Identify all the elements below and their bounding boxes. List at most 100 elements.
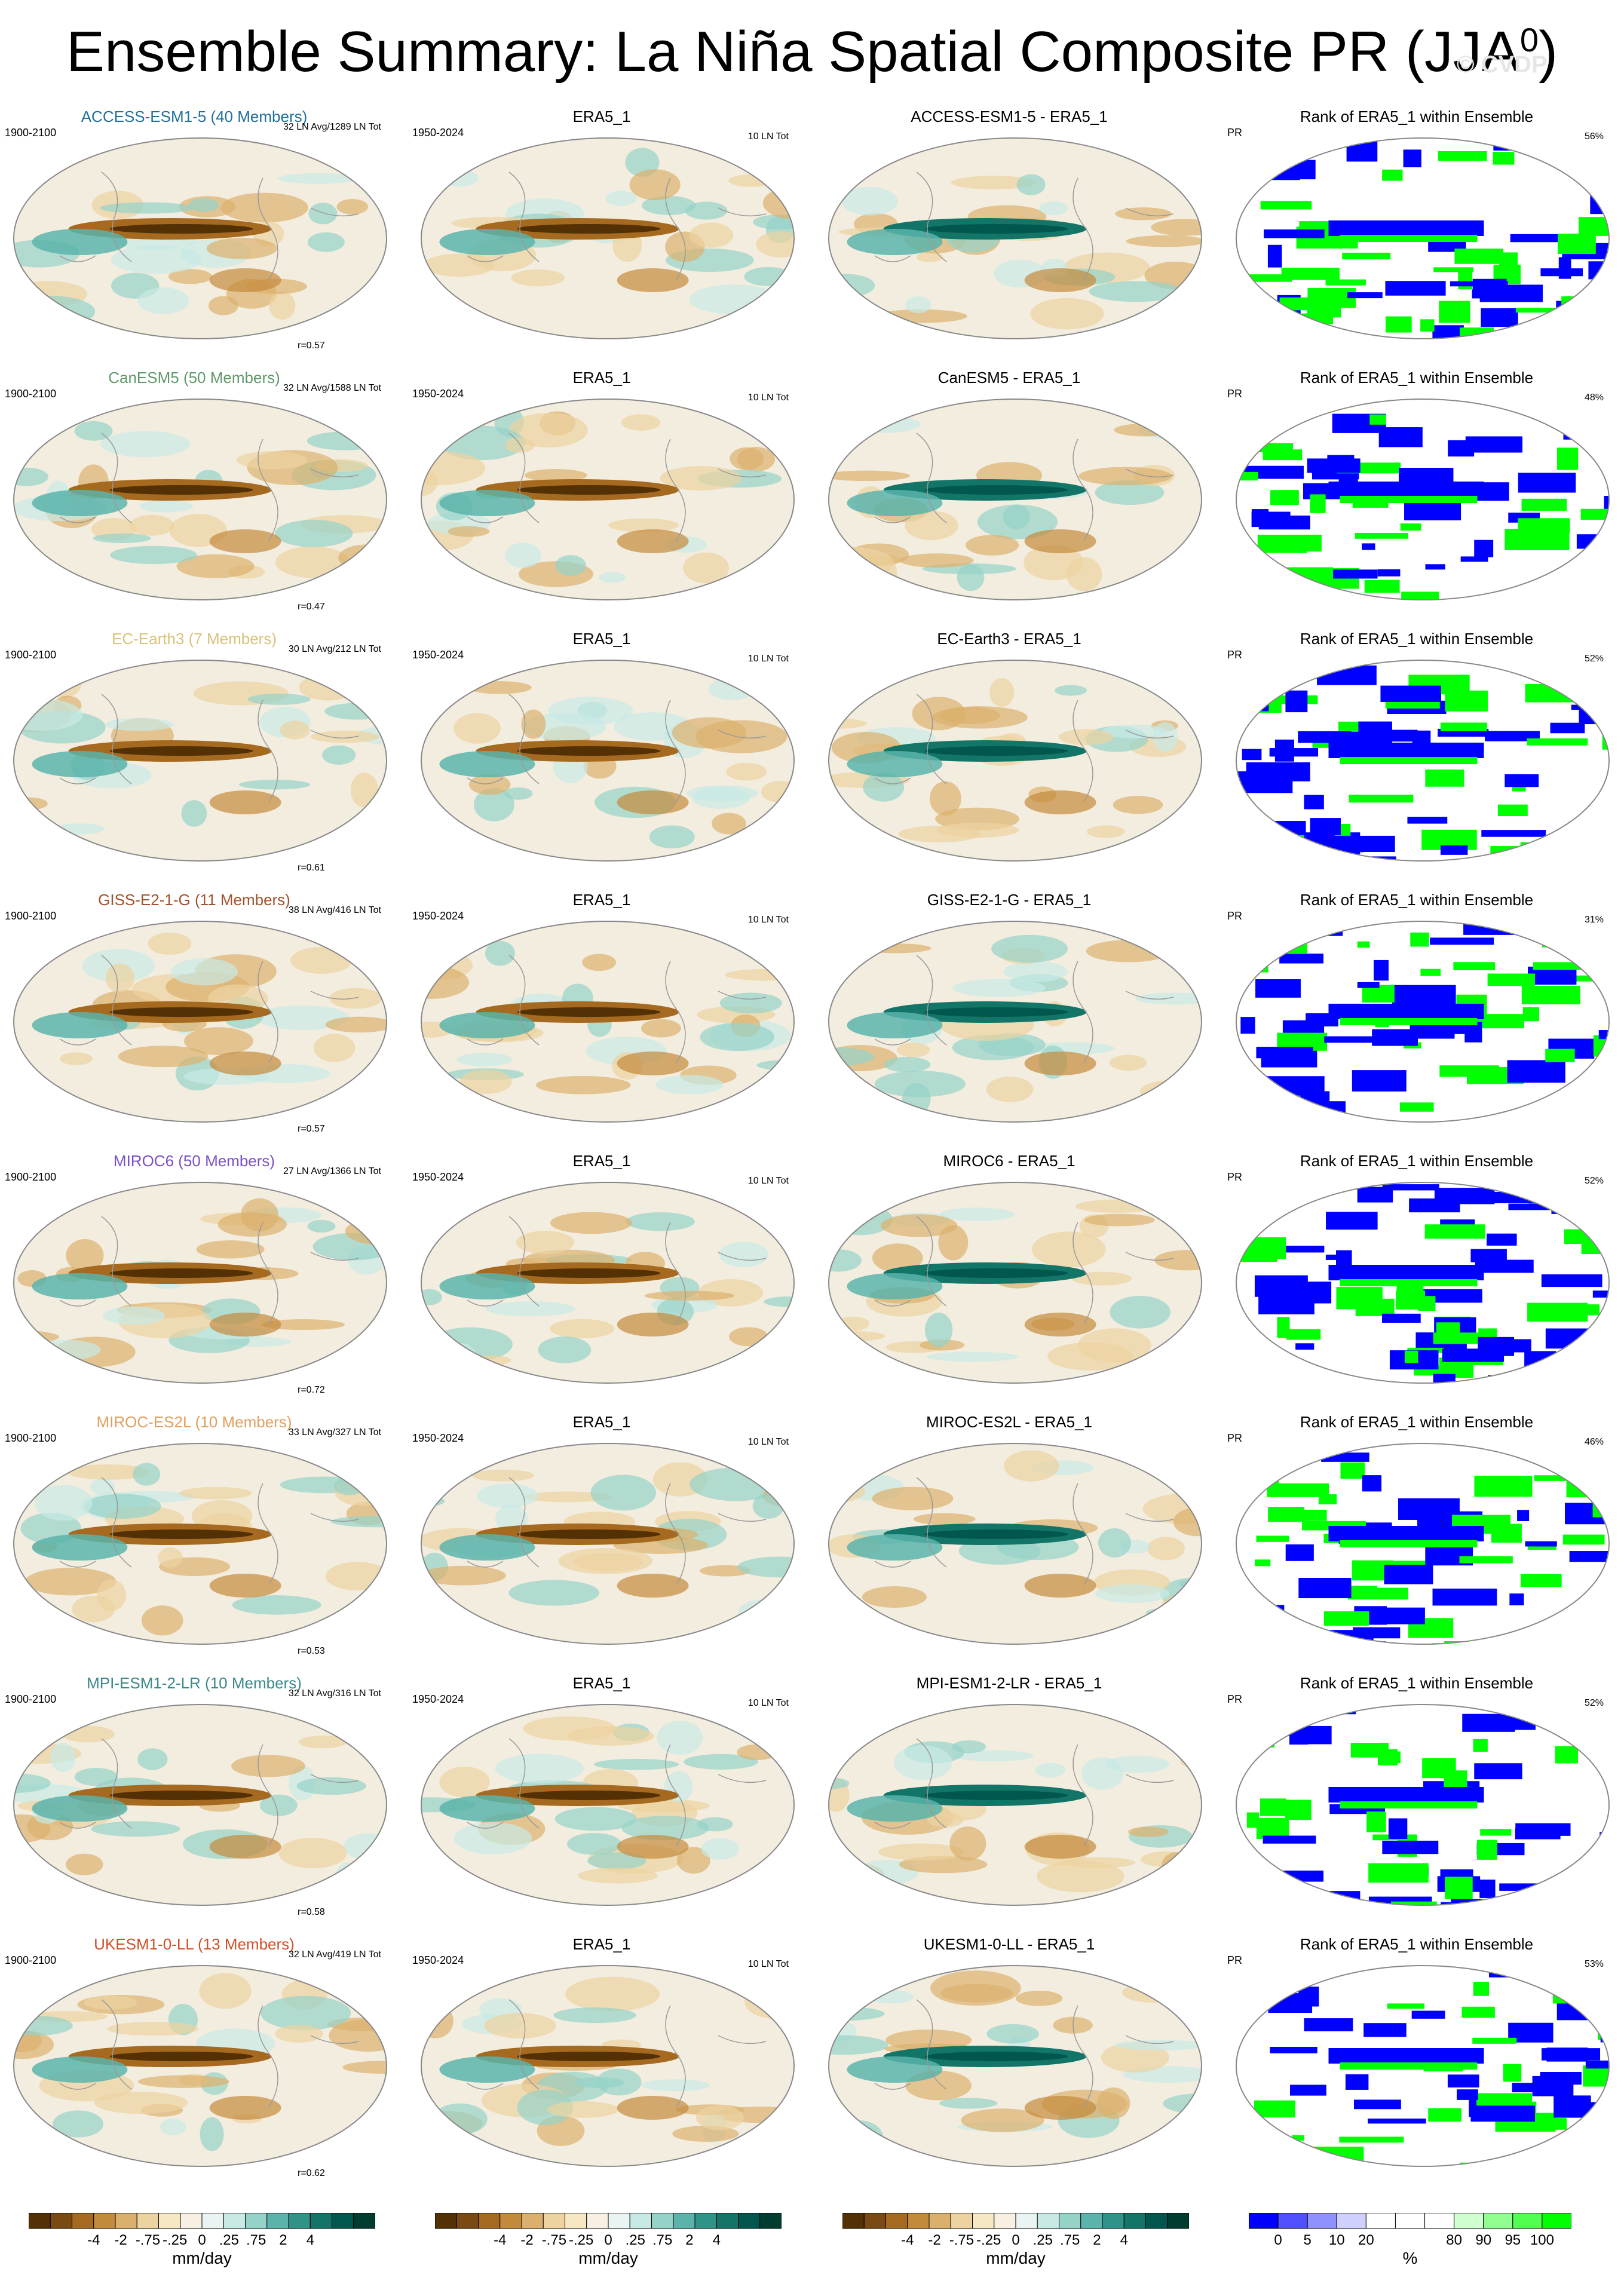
colorbar-swatch — [885, 2213, 908, 2229]
anomaly-blob — [1095, 480, 1165, 505]
rank-cell — [1258, 1296, 1314, 1314]
equatorial-core — [924, 1268, 1068, 1278]
panel-title: MPI-ESM1-2-LR (10 Members) — [87, 1674, 302, 1692]
rank-cell — [1256, 1047, 1313, 1059]
panel-diff: GISS-E2-1-G - ERA5_1 — [815, 885, 1203, 1148]
rank-band — [1328, 1526, 1484, 1541]
rank-cell — [1260, 1721, 1305, 1736]
anomaly-blob — [565, 1976, 660, 2012]
coastline — [874, 1216, 1174, 1325]
anomaly-blob — [24, 1568, 117, 1596]
rank-cell — [1549, 975, 1609, 982]
colorbar-tick-label: -.75 — [135, 2232, 161, 2248]
anomaly-blob — [991, 934, 1068, 963]
rank-cell — [1601, 425, 1609, 447]
anomaly-blob — [605, 191, 637, 206]
colorbar-tick-label: 10 — [1328, 2232, 1345, 2248]
colorbar-swatch — [759, 2213, 782, 2229]
map — [13, 137, 387, 339]
rank-cell — [1586, 694, 1609, 715]
anomaly-blob — [538, 1336, 592, 1363]
tot-label: 10 LN Tot — [747, 1437, 789, 1447]
rank-cell — [1260, 1633, 1325, 1644]
anomaly-blob — [468, 681, 532, 694]
rank-cell — [1255, 1559, 1271, 1567]
panel-rank: Rank of ERA5_1 within Ensemble PR 56% — [1222, 102, 1611, 364]
rank-cell — [1579, 217, 1609, 236]
anomaly-blob — [307, 431, 384, 450]
rank-cell — [1257, 535, 1307, 553]
rank-cell — [1545, 1328, 1607, 1349]
rank-cell — [1507, 1060, 1565, 1083]
rank-cell — [1549, 1878, 1588, 1885]
panel-model: MIROC-ES2L (10 Members) 1900-2100 33 LN Av… — [0, 1407, 388, 1670]
coastline — [467, 1477, 767, 1586]
map-frame — [13, 921, 387, 1123]
west-pacific-wet — [847, 2056, 943, 2083]
west-pacific-wet — [847, 1534, 943, 1561]
anomaly-blob — [269, 291, 296, 320]
rank-cell — [1377, 1749, 1398, 1765]
rank-cell — [1368, 1863, 1429, 1883]
rank-percent: 52% — [1584, 654, 1604, 664]
colorbar-tick-label: -2 — [114, 2232, 127, 2248]
colorbar-swatch — [907, 2213, 930, 2229]
anomaly-blob — [836, 1603, 862, 1618]
colorbar-swatch — [673, 2213, 695, 2229]
rank-cell — [1445, 690, 1488, 712]
colorbar-tick-label: -.75 — [541, 2232, 567, 2248]
rank-cell — [1261, 1246, 1325, 1253]
colorbar-swatch — [1277, 2213, 1308, 2229]
colorbar-swatch — [651, 2213, 674, 2229]
rank-cell — [1436, 1322, 1460, 1341]
rank-cell — [1420, 319, 1435, 332]
pattern-correlation: r=0.58 — [298, 1907, 325, 1917]
colorbar-swatch — [521, 2213, 544, 2229]
south-pacific-dry — [1024, 529, 1096, 553]
coastline — [59, 1999, 359, 2108]
rank-cell — [1249, 961, 1268, 973]
anomaly-blob — [829, 2035, 888, 2055]
colorbar-swatch — [608, 2213, 630, 2229]
anomaly-blob — [330, 1516, 387, 1528]
map-frame — [1236, 921, 1610, 1123]
rank-cell — [1403, 149, 1421, 168]
map — [13, 1965, 387, 2167]
anomaly-blob — [930, 1970, 1021, 2006]
tot-label: 10 LN Tot — [747, 393, 789, 403]
anomaly-blob — [952, 1740, 986, 1754]
rank-cell — [1362, 543, 1375, 550]
rank-cell — [1525, 597, 1555, 600]
anomaly-blob — [421, 467, 438, 496]
rank-cell — [1541, 1274, 1602, 1288]
anomaly-blob — [468, 774, 511, 795]
rank-cell — [1459, 1556, 1513, 1564]
anomaly-blob — [1098, 1528, 1131, 1558]
anomaly-blob — [275, 2025, 323, 2043]
anomaly-blob — [278, 1837, 347, 1869]
rank-cell — [1334, 835, 1395, 853]
colorbar-tick-label: 4 — [306, 2232, 314, 2248]
rank-cell — [1476, 1840, 1497, 1860]
anomaly-blob — [829, 1204, 893, 1236]
rank-cell — [1267, 1483, 1329, 1497]
anomaly-blob — [986, 1077, 1034, 1102]
anomaly-blob — [84, 1494, 161, 1519]
rank-cell — [1556, 447, 1579, 470]
rank-cell — [1439, 1065, 1500, 1077]
anomaly-blob — [1161, 1852, 1192, 1883]
colorbar-tick-label: 20 — [1358, 2232, 1374, 2248]
rank-cell — [1574, 173, 1609, 182]
anomaly-blob — [139, 500, 194, 513]
rank-cell — [1590, 192, 1609, 214]
anomaly-blob — [421, 1565, 506, 1586]
rank-cell — [1540, 2071, 1582, 2085]
anomaly-blob — [1101, 724, 1168, 738]
rank-cell — [1347, 292, 1383, 299]
anomaly-blob — [641, 2079, 710, 2092]
anomaly-blob — [158, 1547, 183, 1568]
south-pacific-dry — [617, 790, 689, 814]
anomaly-blob — [14, 826, 72, 849]
rank-cell — [1401, 591, 1439, 600]
avg-label: 32 LN Avg/1289 LN Tot — [283, 122, 381, 132]
